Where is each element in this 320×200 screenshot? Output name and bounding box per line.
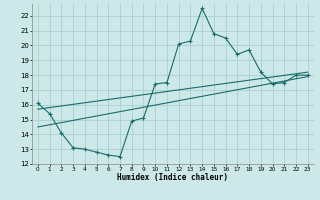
- X-axis label: Humidex (Indice chaleur): Humidex (Indice chaleur): [117, 173, 228, 182]
